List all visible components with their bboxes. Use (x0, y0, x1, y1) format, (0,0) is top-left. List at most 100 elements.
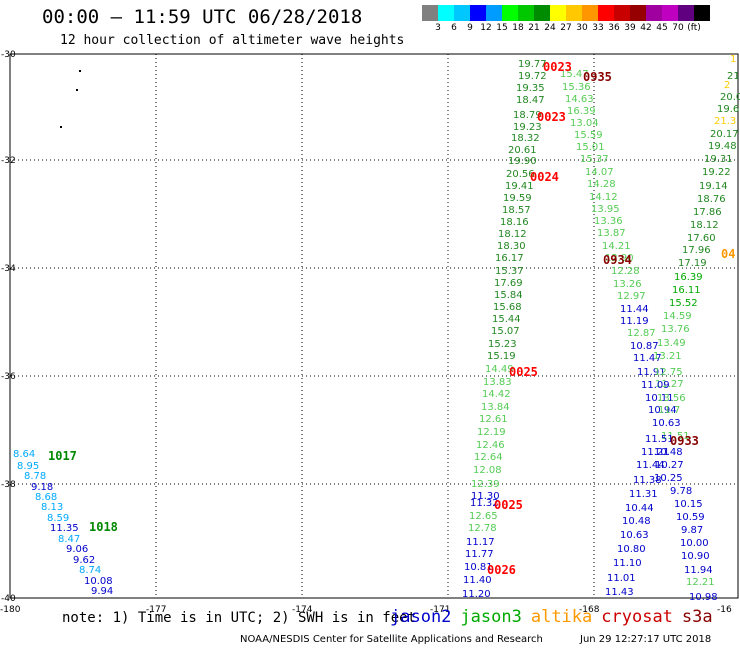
color-swatch (454, 5, 470, 21)
wave-height-value: 15.44 (492, 314, 521, 325)
wave-height-value: 11.20 (462, 589, 491, 600)
wave-height-value: 17.60 (687, 233, 716, 244)
map-frame (9, 53, 739, 599)
wave-height-value: 14.49 (485, 364, 514, 375)
wave-height-value: 13.21 (653, 351, 682, 362)
wave-height-value: 11.32 (470, 498, 499, 509)
legend-jason2: jason2 (390, 607, 452, 627)
wave-height-value: 19.22 (702, 167, 731, 178)
wave-height-value: 8.64 (13, 449, 35, 460)
wave-height-value: 15.01 (576, 142, 605, 153)
color-scale-label: 70 (672, 23, 684, 33)
color-scale-label: 24 (544, 23, 556, 33)
wave-height-value: 15.47 (560, 69, 589, 80)
wave-height-value: 14.28 (587, 179, 616, 190)
longitude-label: -168 (579, 605, 600, 615)
wave-height-value: 10.44 (625, 503, 654, 514)
wave-height-value: 12.65 (469, 511, 498, 522)
wave-height-value: 14.21 (602, 241, 631, 252)
longitude-label: -174 (292, 605, 313, 615)
wave-height-value: 15.68 (493, 302, 522, 313)
wave-height-value: 10.15 (674, 499, 703, 510)
wave-height-value: 18.16 (500, 217, 529, 228)
color-swatch (614, 5, 630, 21)
wave-height-value: 17.19 (678, 258, 707, 269)
latitude-labels: -30 -32 -34 -36 -38 -40 (1, 50, 16, 604)
color-swatch (486, 5, 502, 21)
wave-height-value: 19.14 (699, 181, 728, 192)
wave-height-value: 17.86 (693, 207, 722, 218)
wave-height-value: 10.48 (654, 447, 683, 458)
wave-height-value: 17.96 (682, 245, 711, 256)
wave-height-value: 20.17 (710, 129, 739, 140)
wave-height-value: 10.11 (645, 393, 674, 404)
map-grid (10, 54, 738, 598)
wave-height-value: 13.76 (661, 324, 690, 335)
color-swatch (470, 5, 486, 21)
color-swatch (534, 5, 550, 21)
color-scale-label: 18 (512, 23, 524, 33)
wave-height-value: 10.63 (652, 418, 681, 429)
wave-height-value: 14.59 (663, 311, 692, 322)
color-scale-label: 30 (576, 23, 588, 33)
wave-height-value: 8.74 (79, 565, 101, 576)
footer-note: note: 1) Time is in UTC; 2) SWH is in fe… (62, 610, 417, 626)
map-speck (76, 89, 78, 91)
color-swatch (422, 5, 438, 21)
color-swatch (646, 5, 662, 21)
wave-height-value: 11.7 (658, 405, 680, 416)
longitude-label: -180 (0, 605, 21, 615)
wave-height-value: 14.42 (482, 389, 511, 400)
wave-height-value: 21 (727, 71, 740, 82)
wave-height-value: 15.36 (562, 82, 591, 93)
wave-height-value: 11.38 (633, 475, 662, 486)
wave-height-value: 11.44 (620, 304, 649, 315)
color-swatch (630, 5, 646, 21)
wave-height-value: 8.68 (35, 492, 57, 503)
wave-height-value: 11.30 (471, 491, 500, 502)
legend-altika: altika (530, 607, 593, 627)
color-scale-label: (ft) (687, 23, 701, 33)
color-swatch (598, 5, 614, 21)
wave-height-value: 13.83 (483, 377, 512, 388)
wave-height-value: 15.19 (487, 351, 516, 362)
wave-height-value: 12.87 (627, 328, 656, 339)
wave-height-value: 10.48 (622, 516, 651, 527)
wave-height-value: 15.84 (494, 290, 523, 301)
wave-height-value: 16.39 (567, 106, 596, 117)
wave-height-value: 11.94 (684, 565, 713, 576)
wave-height-value: 12.75 (654, 367, 683, 378)
color-scale-label: 3 (435, 23, 441, 33)
wave-height-value: 11.91 (637, 367, 666, 378)
color-scale-label: 39 (624, 23, 636, 33)
wave-height-value: 12.61 (479, 414, 508, 425)
wave-height-value: 18.12 (498, 229, 527, 240)
wave-height-value: 17.69 (494, 278, 523, 289)
wave-height-value: 12.78 (468, 523, 497, 534)
wave-height-value: 14.07 (585, 167, 614, 178)
wave-height-value: 12.64 (474, 452, 503, 463)
wave-height-value: 10.63 (620, 530, 649, 541)
wave-height-value: 19.31 (704, 154, 733, 165)
wave-height-value: 8.78 (24, 471, 46, 482)
wave-height-value: 10.98 (689, 592, 718, 603)
wave-height-value: 10.87 (630, 341, 659, 352)
pass-time-label: 0933 (670, 434, 699, 448)
longitude-labels: -180 -177 -174 -171 -168 -16 (0, 605, 732, 615)
wave-height-value: 8.13 (41, 502, 63, 513)
wave-height-value: 11.43 (605, 587, 634, 598)
wave-height-value: 18.30 (497, 241, 526, 252)
wave-height-value: 20.0 (720, 92, 740, 103)
wave-height-value: 11.51 (661, 431, 690, 442)
wave-height-value: 9.06 (66, 544, 88, 555)
color-swatch (582, 5, 598, 21)
wave-height-value: 11.09 (641, 380, 670, 391)
wave-height-value: 18.47 (516, 95, 545, 106)
color-swatch (678, 5, 694, 21)
wave-height-value: 8.59 (47, 513, 69, 524)
wave-height-value: 10.81 (464, 562, 493, 573)
wave-height-value: 12.46 (476, 440, 505, 451)
latitude-label: -34 (1, 264, 16, 274)
wave-height-value: 11.17 (466, 537, 495, 548)
